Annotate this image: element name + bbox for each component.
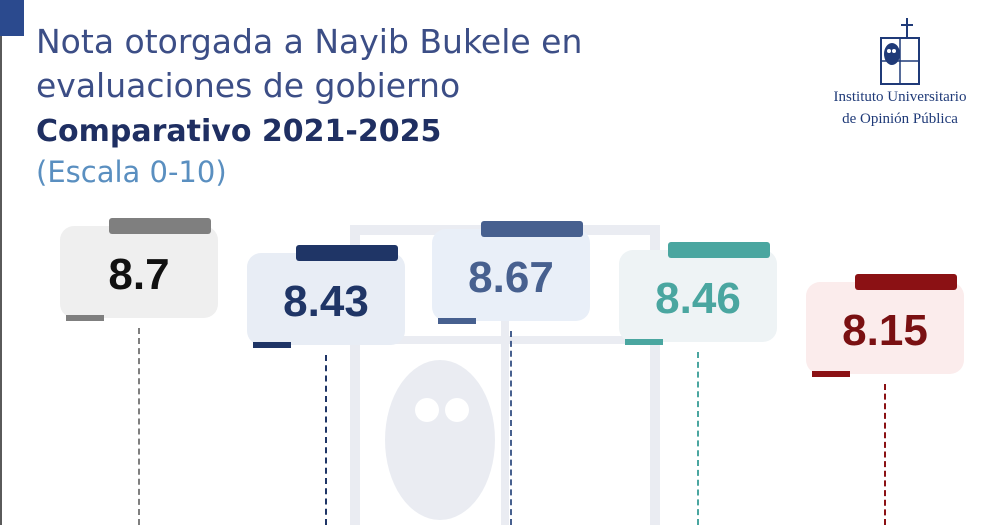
score-value-label: 8.46 <box>655 274 741 324</box>
score-card-tab <box>109 218 211 234</box>
score-card-foot-accent <box>812 371 850 377</box>
scale-note: (Escala 0-10) <box>36 155 227 189</box>
score-card <box>247 253 405 346</box>
chart-subtitle: Comparativo 2021-2025 <box>36 114 442 149</box>
score-card <box>432 229 590 322</box>
score-value-label: 8.43 <box>283 277 369 327</box>
score-card-foot-accent <box>253 342 291 349</box>
score-stem-line <box>884 384 886 525</box>
score-card <box>619 250 777 343</box>
score-card-foot-accent <box>438 318 476 325</box>
score-card-foot-accent <box>625 339 663 346</box>
logo-text-line-1: Instituto Universitario <box>833 89 967 105</box>
score-value-label: 8.15 <box>842 306 928 355</box>
score-card-foot-accent <box>66 315 104 321</box>
score-stem-line <box>510 331 512 525</box>
chart-title: Nota otorgada a Nayib Bukele en evaluaci… <box>36 22 583 105</box>
left-border-line <box>0 36 2 525</box>
score-card-tab <box>668 242 770 259</box>
score-card <box>806 282 964 374</box>
score-card <box>60 226 218 318</box>
score-stem-line <box>697 352 699 525</box>
uca-owl-logo-icon <box>880 18 920 85</box>
score-value-label: 8.7 <box>108 250 170 299</box>
institute-logo: Instituto Universitario de Opinión Públi… <box>820 18 980 130</box>
score-stem-line <box>325 355 327 525</box>
score-stem-line <box>138 328 140 525</box>
logo-text-line-2: de Opinión Pública <box>842 111 958 127</box>
score-card-tab <box>481 221 583 238</box>
score-card-tab <box>855 274 957 290</box>
score-value-label: 8.67 <box>468 253 554 303</box>
corner-accent <box>0 0 24 36</box>
score-card-tab <box>296 245 398 262</box>
